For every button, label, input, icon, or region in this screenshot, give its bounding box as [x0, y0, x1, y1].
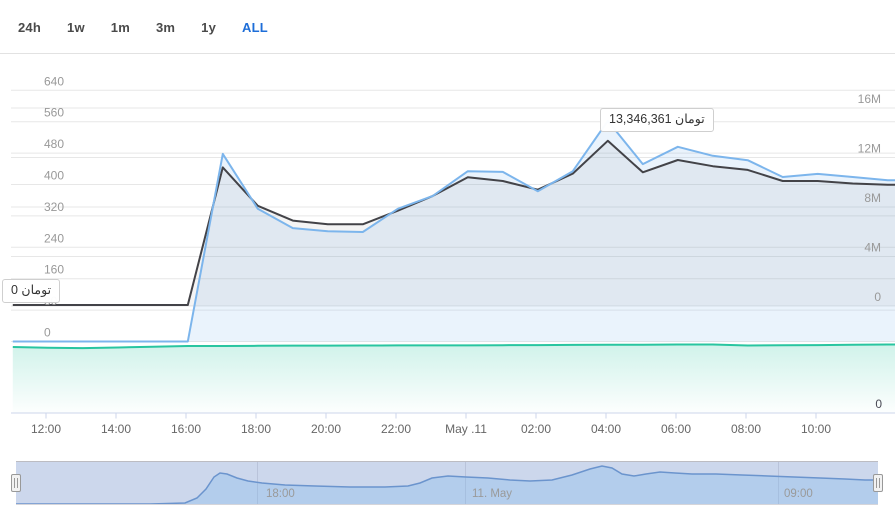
tooltip-price-value: 13,346,361 تومان	[600, 108, 714, 132]
y-axis-left-label: 480	[44, 137, 64, 151]
range-button-1m[interactable]: 1m	[110, 20, 130, 35]
y-axis-right-label: 12M	[858, 142, 881, 156]
x-axis-label: 08:00	[731, 422, 761, 436]
y-axis-left-label: 400	[44, 169, 64, 183]
x-axis-label: 10:00	[801, 422, 831, 436]
range-button-1w[interactable]: 1w	[67, 20, 85, 35]
blue-series-area	[12, 120, 895, 342]
x-axis-label: 14:00	[101, 422, 131, 436]
y-axis-left-label: 320	[44, 200, 64, 214]
y-axis-left-label: 640	[44, 74, 64, 88]
x-axis-label: 04:00	[591, 422, 621, 436]
navigator-axis-label: 18:00	[266, 488, 295, 500]
secondary-price-line	[12, 119, 895, 343]
y-axis-left-label: 0	[44, 326, 51, 340]
dark-series-area	[12, 140, 895, 306]
tooltip-zero-value: تومان 0	[2, 279, 61, 303]
y-axis-right-label: 0	[874, 290, 881, 304]
x-axis-label: 02:00	[521, 422, 551, 436]
navigator-axis-label: 11. May	[472, 488, 512, 500]
x-axis-label: May .11	[445, 422, 487, 436]
y-axis-left-label: 240	[44, 231, 64, 245]
x-axis-label: 18:00	[241, 422, 271, 436]
green-series-line	[12, 343, 895, 350]
y-axis-right-label: 4M	[864, 241, 881, 255]
navigator-axis-label: 09:00	[784, 488, 813, 500]
range-button-1y[interactable]: 1y	[201, 20, 217, 35]
navigator-series-line	[16, 465, 878, 505]
range-button-3m[interactable]: 3m	[155, 20, 176, 35]
navigator-mask[interactable]	[16, 462, 878, 505]
navigator-series-area	[16, 466, 878, 505]
x-axis-label: 12:00	[31, 422, 61, 436]
divider	[0, 53, 895, 54]
y-axis-right-label: 8M	[864, 191, 881, 205]
range-button-24h[interactable]: 24h	[18, 20, 42, 35]
navigator-handle-left[interactable]	[11, 474, 21, 492]
toman-price-line	[12, 139, 895, 306]
x-axis-label: 06:00	[661, 422, 691, 436]
x-axis-label: 22:00	[381, 422, 411, 436]
y-axis-left-label: 560	[44, 106, 64, 120]
range-selector: 24h 1w 1m 3m 1y ALL	[18, 20, 268, 35]
navigator-handle-right[interactable]	[873, 474, 883, 492]
x-axis-label: 16:00	[171, 422, 201, 436]
green-series-area	[12, 344, 895, 413]
y-axis-right-label: 16M	[858, 92, 881, 106]
y-axis-right2-label: 0	[875, 397, 882, 411]
y-axis-left-label: 160	[44, 263, 64, 277]
range-button-all[interactable]: ALL	[242, 20, 268, 35]
x-axis-label: 20:00	[311, 422, 341, 436]
